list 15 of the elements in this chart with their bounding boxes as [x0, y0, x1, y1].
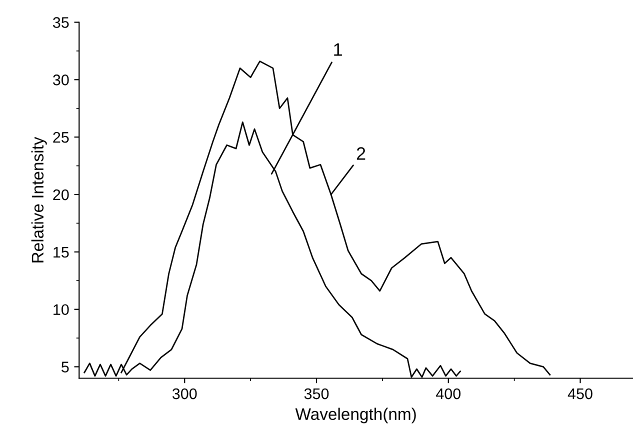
x-tick-label: 300 [172, 388, 197, 400]
y-tick-label: 10 [54, 304, 69, 316]
annotation: 1 [334, 43, 342, 56]
y-tick-label: 30 [52, 74, 69, 86]
y-tick-label: 35 [52, 17, 69, 28]
x-axis-title: Wavelength(nm) [295, 408, 416, 424]
y-tick-label: 15 [54, 246, 69, 258]
x-tick-label: 350 [304, 388, 329, 400]
y-axis-title: Relative Intensity [31, 136, 47, 262]
x-tick-label: 400 [436, 388, 461, 400]
y-tick-label: 20 [53, 189, 69, 200]
x-tick-label: 450 [568, 388, 592, 400]
annotation: 2 [356, 147, 366, 160]
y-tick-label: 25 [53, 132, 69, 143]
y-tick-label: 5 [62, 362, 69, 372]
